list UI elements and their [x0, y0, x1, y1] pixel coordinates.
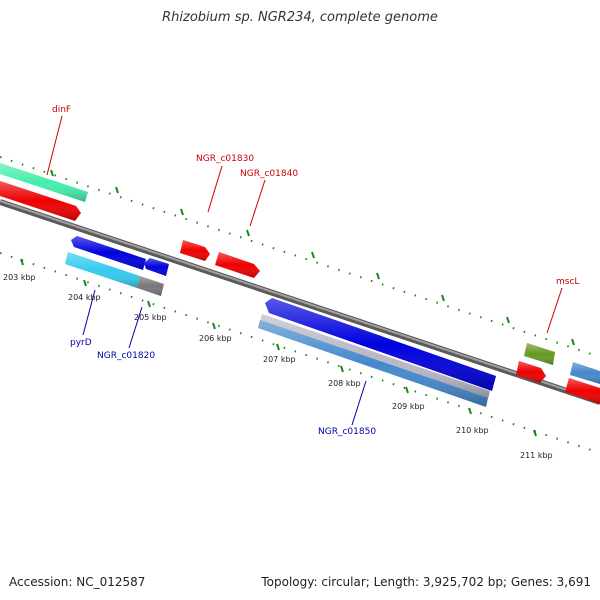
genome-summary: Topology: circular; Length: 3,925,702 bp…	[261, 575, 591, 589]
gene-label-pyrD[interactable]: pyrD	[70, 338, 92, 348]
gene-label-NGR_c01820[interactable]: NGR_c01820	[97, 351, 155, 361]
outer-major-ticks	[50, 169, 575, 346]
tick-labels: 203 kbp 204 kbp 205 kbp 206 kbp 207 kbp …	[3, 273, 553, 460]
accession-label: Accession: NC_012587	[9, 575, 146, 589]
tick-label: 208 kbp	[328, 379, 361, 388]
tick-label: 209 kbp	[392, 402, 425, 411]
tick-label: 210 kbp	[456, 426, 489, 435]
major-ticks	[20, 258, 537, 437]
map-title: Rhizobium sp. NGR234, complete genome	[162, 10, 438, 25]
gene-label-NGR_c01850[interactable]: NGR_c01850	[318, 427, 376, 437]
tick-label: 205 kbp	[134, 313, 167, 322]
gene-label-NGR_c01830[interactable]: NGR_c01830	[196, 154, 254, 164]
reverse-gene-labels: pyrD NGR_c01820 NGR_c01850	[70, 289, 376, 437]
gene-label-mscL[interactable]: mscL	[556, 277, 579, 287]
backbone	[0, 199, 600, 405]
tick-label: 203 kbp	[3, 273, 36, 282]
gene-label-NGR_c01840[interactable]: NGR_c01840	[240, 169, 298, 179]
tick-label: 206 kbp	[199, 334, 232, 343]
kbp-tick-track	[0, 252, 600, 454]
tick-label: 204 kbp	[68, 293, 101, 302]
tick-label: 207 kbp	[263, 355, 296, 364]
forward-genes	[0, 163, 600, 404]
reverse-genes	[65, 236, 496, 407]
tick-label: 211 kbp	[520, 451, 553, 460]
gene-label-dinF[interactable]: dinF	[52, 105, 71, 115]
forward-gene-labels: dinF NGR_c01830 NGR_c01840 mscL	[46, 105, 579, 334]
